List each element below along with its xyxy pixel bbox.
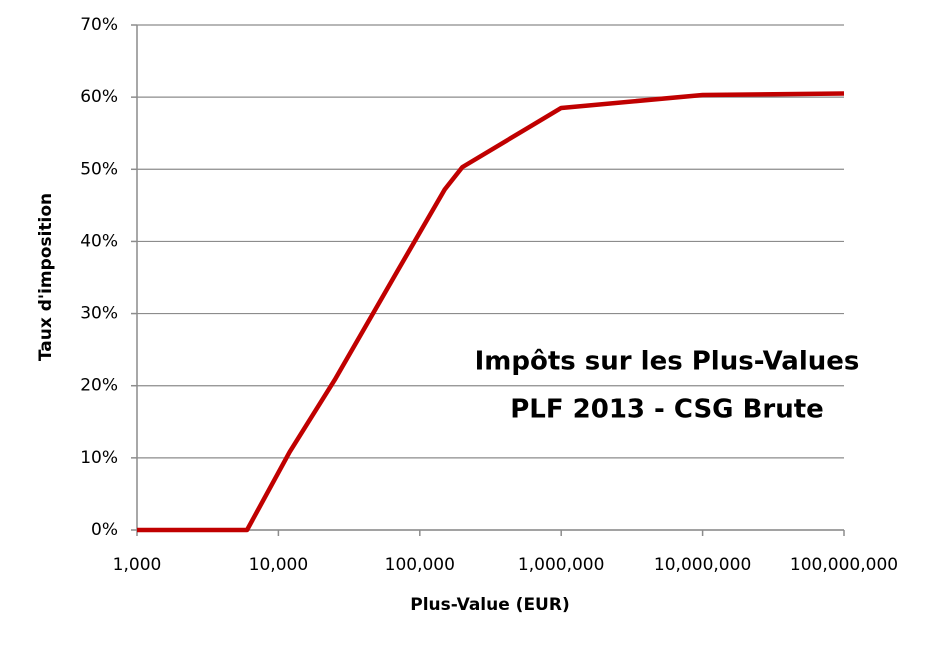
- y-tick-label: 30%: [80, 304, 118, 324]
- y-tick-label: 10%: [80, 448, 118, 468]
- x-axis-label: Plus-Value (EUR): [410, 595, 569, 615]
- y-tick-label: 70%: [80, 15, 118, 35]
- y-tick-label: 20%: [80, 376, 118, 396]
- x-tick-label: 10,000,000: [654, 555, 751, 575]
- annotation: Impôts sur les Plus-Values: [475, 347, 860, 377]
- data-line: [137, 91, 845, 533]
- annotation: PLF 2013 - CSG Brute: [510, 395, 824, 425]
- x-tick-label: 1,000: [113, 555, 162, 575]
- x-tick-label: 1,000,000: [518, 555, 605, 575]
- y-tick-label: 50%: [80, 159, 118, 179]
- x-tick-label: 100,000: [385, 555, 455, 575]
- y-tick-label: 0%: [91, 520, 118, 540]
- y-tick-label: 40%: [80, 231, 118, 251]
- x-tick-label: 10,000: [249, 555, 308, 575]
- x-tick-label: 100,000,000: [790, 555, 898, 575]
- y-tick-label: 60%: [80, 87, 118, 107]
- y-axis-label: Taux d'imposition: [36, 193, 56, 361]
